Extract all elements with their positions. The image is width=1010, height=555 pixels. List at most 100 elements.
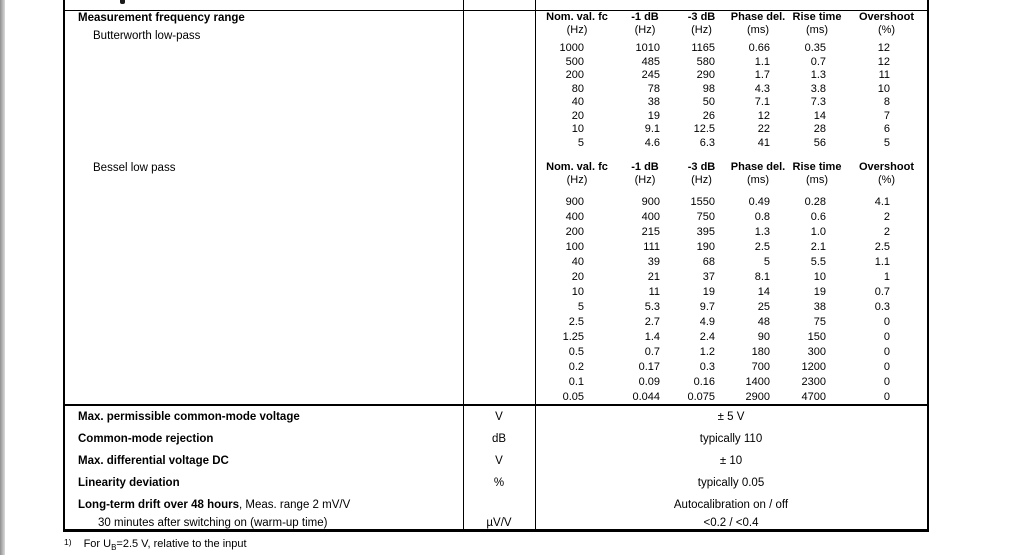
footnote-text: For UB=2.5 V, relative to the input [84, 538, 247, 553]
freq-data-cell: 3.8 [810, 82, 826, 95]
freq-data-cell: 39 [647, 256, 660, 268]
freq-column-header: Phase del. [730, 11, 786, 23]
freq-data-row: 400 400 750 0.8 0.6 2 [538, 210, 926, 225]
freq-data-cell: 10 [813, 271, 826, 283]
freq-data-cell: 2900 [745, 391, 770, 403]
freq-data-row: 1.25 1.4 2.4 90 150 0 [538, 330, 926, 345]
freq-data-cell: 0.17 [638, 361, 660, 373]
freq-data-cell: 4.9 [699, 316, 715, 328]
freq-data-cell: 0.2 [568, 361, 584, 373]
spec-parameter-row: 30 minutes after switching on (warm-up t… [65, 517, 927, 535]
freq-column-header: -3 dB [687, 161, 716, 173]
freq-data-cell: 8.1 [754, 271, 770, 283]
freq-column-header: Rise time [792, 161, 842, 173]
freq-data-cell: 5.3 [644, 301, 660, 313]
freq-data-cell: 1.4 [644, 331, 660, 343]
freq-data-cell: 38 [647, 96, 660, 108]
freq-data-cell: 80 [571, 82, 584, 95]
freq-data-cell: 19 [813, 286, 826, 298]
freq-data-cell: 0 [883, 361, 890, 373]
freq-column-header: -1 dB [631, 161, 659, 173]
freq-data-cell: 485 [641, 55, 660, 68]
freq-data-cell: 14 [757, 286, 770, 298]
freq-data-row: 200 215 395 1.3 1.0 2 [538, 225, 926, 240]
freq-data-cell: 0.09 [638, 376, 660, 388]
freq-column-header: Rise time [792, 11, 842, 23]
freq-data-cell: 8 [883, 96, 890, 108]
freq-data-row: 500 485 580 1.1 0.7 12 [538, 56, 926, 70]
freq-data-cell: 1400 [745, 376, 770, 388]
freq-data-cell: 12 [877, 55, 890, 68]
parameter-value: ± 10 [719, 455, 743, 467]
freq-data-cell: 7 [883, 109, 890, 122]
freq-data-row: 2.5 2.7 4.9 48 75 0 [538, 315, 926, 330]
freq-data-cell: 190 [696, 241, 715, 253]
filter-label-bessel: Bessel low pass [93, 162, 176, 174]
freq-data-cell: 2.7 [644, 316, 660, 328]
freq-data-cell: 0.3 [699, 361, 715, 373]
freq-column-unit: (ms) [806, 24, 828, 36]
freq-data-cell: 700 [751, 361, 770, 373]
freq-data-cell: 200 [565, 226, 584, 238]
spec-parameter-row: Max. permissible common-mode voltage V ± 5… [65, 411, 927, 429]
freq-data-cell: 4.6 [644, 136, 660, 149]
column-divider-value [535, 0, 536, 529]
freq-data-cell: 1000 [559, 42, 584, 54]
freq-column-unit: (Hz) [634, 24, 656, 36]
freq-data-cell: 1 [883, 271, 890, 283]
parameter-label: Max. differential voltage DC [78, 455, 229, 467]
frequency-table-header: Nom. val. fc -1 dB -3 dB Phase del. Rise tim… [538, 161, 926, 187]
freq-column-header: -1 dB [631, 11, 659, 23]
freq-data-cell: 215 [641, 226, 660, 238]
freq-data-cell: 2 [883, 211, 890, 223]
parameter-label: Max. permissible common-mode voltage [78, 411, 300, 423]
freq-data-cell: 0.075 [687, 391, 715, 403]
freq-data-cell: 0 [883, 376, 890, 388]
freq-data-cell: 0.16 [693, 376, 715, 388]
freq-data-cell: 0.3 [874, 301, 890, 313]
spec-parameter-row: Max. differential voltage DC V ± 10 [65, 455, 927, 473]
freq-data-cell: 7.1 [754, 96, 770, 108]
freq-data-cell: 900 [641, 196, 660, 208]
freq-data-cell: 1.0 [810, 226, 826, 238]
freq-data-cell: 37 [702, 271, 715, 283]
freq-data-cell: 98 [702, 82, 715, 95]
freq-data-row: 40 39 68 5 5.5 1.1 [538, 255, 926, 270]
freq-data-cell: 100 [565, 241, 584, 253]
freq-data-row: 0.05 0.044 0.075 2900 4700 0 [538, 390, 926, 405]
freq-data-cell: 38 [813, 301, 826, 313]
freq-column-unit: (ms) [806, 174, 828, 186]
freq-data-row: 40 38 50 7.1 7.3 8 [538, 96, 926, 110]
freq-data-cell: 180 [751, 346, 770, 358]
freq-column-unit: (ms) [747, 174, 769, 186]
parameter-value: <0.2 / <0.4 [703, 517, 759, 529]
freq-data-cell: 2.5 [874, 241, 890, 253]
footnote-marker: 1) [64, 537, 72, 547]
freq-data-cell: 12 [757, 109, 770, 122]
freq-data-row: 80 78 98 4.3 3.8 10 [538, 83, 926, 97]
freq-data-cell: 14 [813, 109, 826, 122]
freq-data-cell: 395 [696, 226, 715, 238]
freq-data-cell: 90 [757, 331, 770, 343]
parameter-label: Linearity deviation [78, 477, 180, 489]
freq-data-cell: 68 [702, 256, 715, 268]
freq-column-header: Nom. val. fc [546, 161, 608, 173]
freq-data-row: 0.1 0.09 0.16 1400 2300 0 [538, 375, 926, 390]
parameter-label: Common-mode rejection [78, 433, 214, 445]
freq-data-cell: 1165 [691, 42, 715, 54]
column-divider-unit [463, 0, 464, 529]
freq-data-cell: 75 [813, 316, 826, 328]
freq-data-cell: 40 [571, 256, 584, 268]
freq-data-cell: 6 [883, 123, 890, 135]
freq-column-header: Phase del. [730, 161, 786, 173]
freq-data-cell: 50 [702, 96, 715, 108]
freq-data-cell: 10 [877, 82, 890, 95]
freq-data-cell: 0.7 [644, 346, 660, 358]
freq-data-cell: 11 [878, 69, 890, 81]
freq-data-cell: 300 [807, 346, 826, 358]
parameter-unit: % [493, 477, 505, 489]
freq-data-cell: 7.3 [810, 96, 826, 108]
freq-data-cell: 0 [883, 331, 890, 343]
footnote-subscript: B [111, 543, 117, 553]
freq-data-cell: 1.1 [754, 55, 770, 68]
